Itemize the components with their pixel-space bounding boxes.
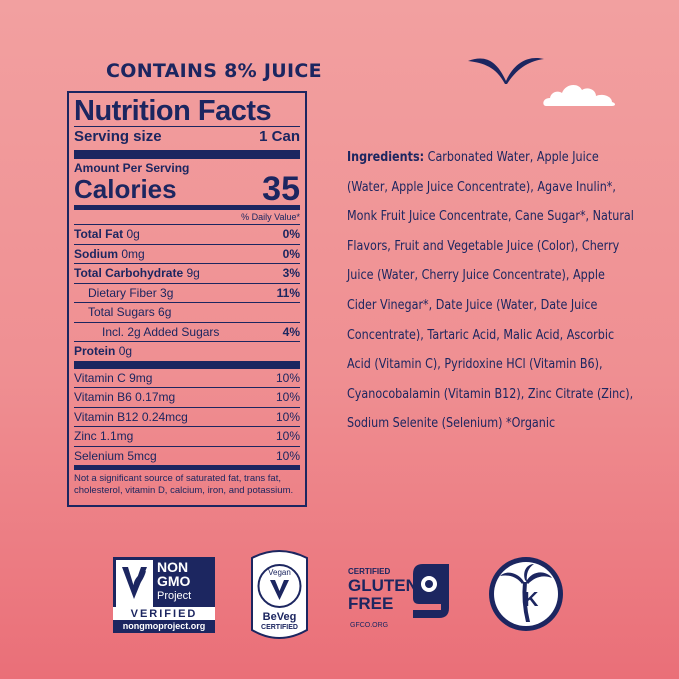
kosher-letter: K <box>524 589 539 611</box>
vitamin-label: Vitamin B12 0.24mcg <box>74 409 188 424</box>
ingredients-lead: Ingredients: <box>347 150 425 165</box>
nutrient-row: Dietary Fiber 3g 11% <box>74 282 300 303</box>
non-gmo-logo-icon <box>113 557 215 633</box>
vitamin-row: Vitamin C 9mg 10% <box>74 369 300 388</box>
nutrient-label: Total Sugars <box>88 305 155 319</box>
calories-label: Calories <box>74 174 177 204</box>
nutrient-label: Protein <box>74 344 116 358</box>
nutrition-title: Nutrition Facts <box>74 95 272 127</box>
vitamin-row: Vitamin B12 0.24mcg 10% <box>74 406 300 427</box>
daily-value-header: % Daily Value* <box>241 212 300 222</box>
serving-label: Serving size <box>74 128 162 145</box>
nutrient-amount: 0g <box>126 227 140 241</box>
serving-value: 1 Can <box>259 128 300 145</box>
nutrient-row: Total Fat 0g 0% <box>74 224 300 244</box>
nongmo-url: nongmoproject.org <box>122 621 206 631</box>
gfco-g-logo-icon <box>413 564 449 618</box>
calories-row: Calories 35 <box>74 170 300 208</box>
nutrient-label: Total Fat <box>74 227 124 241</box>
vitamin-dv: 10% <box>275 370 300 385</box>
nutrient-dv: 4% <box>282 324 300 339</box>
nongmo-line2: GMO <box>157 573 191 589</box>
vegan-certified-label: CERTIFIED <box>261 624 298 631</box>
vitamin-dv: 10% <box>275 409 300 424</box>
vitamin-row: Zinc 1.1mg 10% <box>74 426 300 446</box>
gluten-line2: FREE <box>348 594 394 613</box>
vitamin-dv: 10% <box>275 448 300 463</box>
cloud-icon <box>543 84 615 106</box>
nongmo-line1: NON <box>157 559 189 575</box>
nutrient-amount: 3g <box>160 285 174 300</box>
vitamin-label: Vitamin B6 0.17mg <box>74 390 176 404</box>
nutrition-facts-panel: Nutrition Facts Serving size 1 Can Amoun… <box>67 91 307 507</box>
calories-value: 35 <box>262 170 300 208</box>
non-gmo-badge: NON GMO Project VERIFIED nongmoproject.o… <box>113 557 215 633</box>
nutrient-amount: 0mg <box>121 246 145 261</box>
nutrient-dv: 0% <box>282 227 300 241</box>
ingredients-text: Ingredients: Carbonated Water, Apple Jui… <box>347 143 638 439</box>
nutrient-label: Sodium <box>74 246 118 261</box>
ingredients-list: Carbonated Water, Apple Juice (Water, Ap… <box>347 150 634 432</box>
nutrient-dv: 3% <box>282 266 300 280</box>
nutrient-amount: 9g <box>186 266 200 280</box>
divider-medium <box>74 205 300 210</box>
divider-thick <box>74 150 300 159</box>
nutrient-amount: 0g <box>118 344 133 358</box>
vitamin-row: Selenium 5mcg 10% <box>74 445 300 466</box>
nutrient-dv: 0% <box>282 246 300 261</box>
vitamin-dv: 10% <box>275 429 300 443</box>
amount-per-serving: Amount Per Serving <box>74 161 190 175</box>
gfco-url: GFCO.ORG <box>350 622 389 629</box>
nutrient-row: Sodium 0mg 0% <box>74 243 300 264</box>
footnote: Not a significant source of saturated fa… <box>74 473 294 496</box>
nongmo-verified: VERIFIED <box>130 608 198 620</box>
nutrient-row: Incl. 2g Added Sugars 4% <box>74 321 300 342</box>
beveg-vegan-badge: Vegan BeVeg CERTIFIED <box>248 548 311 641</box>
divider-thick <box>74 360 300 369</box>
vitamin-dv: 10% <box>275 390 300 404</box>
gluten-line1: GLUTEN <box>348 576 418 595</box>
bird-icon <box>468 57 544 84</box>
beveg-label: BeVeg <box>262 611 297 623</box>
nutrient-label: Total Carbohydrate <box>74 266 184 280</box>
vitamin-label: Zinc 1.1mg <box>74 429 134 443</box>
kosher-badge: K <box>488 556 564 632</box>
divider <box>74 126 300 127</box>
juice-content-label: CONTAINS 8% JUICE <box>106 60 322 82</box>
vegan-shield-icon <box>251 550 308 639</box>
nutrient-label: Dietary Fiber <box>88 285 157 300</box>
vitamin-row: Vitamin B6 0.17mg 10% <box>74 387 300 407</box>
serving-size-row: Serving size 1 Can <box>74 127 300 147</box>
nutrient-dv: 11% <box>276 285 300 300</box>
vitamin-label: Selenium 5mcg <box>74 448 157 463</box>
nongmo-line3: Project <box>157 590 192 602</box>
kosher-palm-icon <box>489 557 563 631</box>
divider-medium <box>74 465 300 470</box>
vegan-top-label: Vegan <box>268 568 291 577</box>
gluten-certified-label: CERTIFIED <box>348 567 391 576</box>
gluten-free-badge: CERTIFIED GLUTEN FREE GFCO.ORG <box>346 558 456 633</box>
nutrient-row: Total Sugars 6g <box>74 302 300 322</box>
nutrient-row: Protein 0g <box>74 341 300 361</box>
nutrient-row: Total Carbohydrate 9g 3% <box>74 263 300 283</box>
nutrient-label: Incl. 2g Added Sugars <box>102 324 220 339</box>
nutrient-amount: 6g <box>158 305 172 319</box>
vitamin-label: Vitamin C 9mg <box>74 370 153 385</box>
